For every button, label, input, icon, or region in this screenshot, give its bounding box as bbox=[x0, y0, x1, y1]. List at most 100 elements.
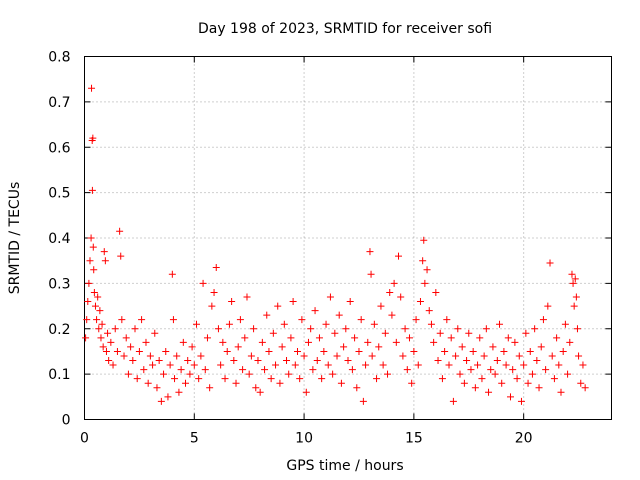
data-point bbox=[353, 384, 361, 392]
data-point bbox=[511, 338, 519, 346]
data-point bbox=[489, 343, 497, 351]
data-point bbox=[89, 243, 97, 251]
data-point bbox=[267, 375, 275, 383]
y-axis: 0 0.1 0.2 0.3 0.4 0.5 0.6 0.7 0.8 bbox=[48, 50, 612, 429]
data-point bbox=[252, 384, 260, 392]
y-tick-label: 0.7 bbox=[48, 95, 70, 111]
y-tick-label: 0.6 bbox=[48, 140, 70, 156]
data-point bbox=[177, 366, 185, 374]
data-point bbox=[140, 366, 148, 374]
data-point bbox=[522, 329, 530, 337]
data-point bbox=[335, 311, 343, 319]
data-point bbox=[192, 320, 200, 328]
data-point bbox=[101, 257, 109, 265]
data-point bbox=[577, 379, 585, 387]
data-point bbox=[241, 334, 249, 342]
data-point bbox=[263, 311, 271, 319]
data-point bbox=[581, 384, 589, 392]
data-point bbox=[410, 347, 418, 355]
data-point bbox=[197, 352, 205, 360]
data-point bbox=[318, 375, 326, 383]
data-point bbox=[403, 366, 411, 374]
data-point bbox=[217, 361, 225, 369]
data-point bbox=[430, 338, 438, 346]
x-tick-label: 15 bbox=[405, 431, 423, 447]
data-point bbox=[485, 388, 493, 396]
data-point bbox=[120, 352, 128, 360]
data-point bbox=[329, 370, 337, 378]
data-point bbox=[571, 275, 579, 283]
data-point bbox=[287, 334, 295, 342]
data-point bbox=[384, 370, 392, 378]
data-point bbox=[162, 347, 170, 355]
data-point bbox=[421, 279, 429, 287]
x-tick-label: 10 bbox=[295, 431, 313, 447]
data-points bbox=[82, 84, 589, 405]
data-point bbox=[405, 334, 413, 342]
data-point bbox=[498, 379, 506, 387]
data-point bbox=[568, 270, 576, 278]
data-point bbox=[386, 288, 394, 296]
data-point bbox=[247, 352, 255, 360]
data-point bbox=[296, 375, 304, 383]
data-point bbox=[90, 266, 98, 274]
data-point bbox=[88, 84, 96, 92]
data-point bbox=[104, 329, 112, 337]
x-axis: 0 5 10 15 20 bbox=[80, 56, 533, 447]
data-point bbox=[449, 397, 457, 405]
data-point bbox=[210, 288, 218, 296]
data-point bbox=[412, 316, 420, 324]
grid-lines bbox=[84, 56, 612, 420]
data-point bbox=[427, 320, 435, 328]
data-point bbox=[443, 316, 451, 324]
data-point bbox=[362, 361, 370, 369]
data-point bbox=[212, 263, 220, 271]
data-point bbox=[535, 384, 543, 392]
data-point bbox=[517, 397, 525, 405]
data-point bbox=[228, 298, 236, 306]
data-point bbox=[550, 375, 558, 383]
x-tick-label: 20 bbox=[515, 431, 533, 447]
data-point bbox=[298, 316, 306, 324]
data-point bbox=[357, 316, 365, 324]
data-point bbox=[500, 347, 508, 355]
data-point bbox=[425, 307, 433, 315]
data-point bbox=[269, 329, 277, 337]
data-point bbox=[100, 248, 108, 256]
data-point bbox=[370, 320, 378, 328]
data-point bbox=[179, 338, 187, 346]
data-point bbox=[109, 361, 117, 369]
data-point bbox=[441, 347, 449, 355]
data-point bbox=[313, 357, 321, 365]
data-point bbox=[300, 352, 308, 360]
data-point bbox=[89, 134, 97, 142]
data-point bbox=[127, 343, 135, 351]
data-point bbox=[155, 357, 163, 365]
data-point bbox=[91, 302, 99, 310]
data-point bbox=[221, 375, 229, 383]
data-point bbox=[96, 307, 104, 315]
data-point bbox=[399, 352, 407, 360]
data-point bbox=[138, 316, 146, 324]
data-point bbox=[524, 379, 532, 387]
data-point bbox=[214, 325, 222, 333]
data-point bbox=[542, 366, 550, 374]
data-point bbox=[480, 352, 488, 360]
y-tick-label: 0 bbox=[62, 413, 71, 429]
data-point bbox=[203, 334, 211, 342]
data-point bbox=[188, 343, 196, 351]
data-point bbox=[502, 361, 510, 369]
data-point bbox=[142, 338, 150, 346]
data-point bbox=[397, 293, 405, 301]
data-point bbox=[293, 347, 301, 355]
data-point bbox=[99, 343, 107, 351]
data-point bbox=[537, 343, 545, 351]
data-point bbox=[340, 343, 348, 351]
data-point bbox=[320, 347, 328, 355]
data-point bbox=[285, 370, 293, 378]
data-point bbox=[88, 186, 96, 194]
data-point bbox=[373, 375, 381, 383]
data-point bbox=[452, 352, 460, 360]
data-point bbox=[254, 357, 262, 365]
data-point bbox=[471, 384, 479, 392]
